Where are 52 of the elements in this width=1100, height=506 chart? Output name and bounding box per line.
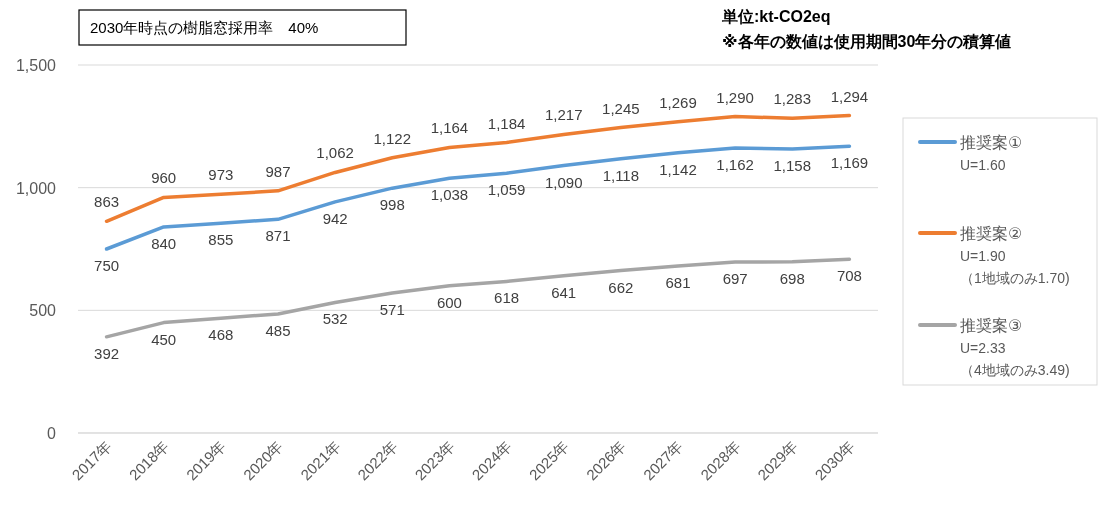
data-label: 485 (265, 322, 291, 340)
y-tick-label: 0 (47, 425, 57, 442)
data-label: 987 (265, 162, 291, 180)
text: 単位:kt-CO2eq (721, 8, 831, 25)
legend-label: 推奨案① U=1.60 (960, 134, 1023, 173)
data-label: 998 (379, 196, 405, 214)
data-label: 750 (94, 257, 120, 274)
data-label: 1,169 (830, 154, 869, 172)
data-label: 960 (151, 169, 177, 187)
data-label: 468 (208, 326, 234, 344)
data-label: 698 (779, 269, 805, 287)
data-label: 1,217 (544, 106, 583, 124)
data-label: 697 (722, 270, 748, 287)
data-label: 1,283 (773, 90, 812, 108)
data-label: 681 (665, 273, 691, 291)
data-label: 863 (94, 193, 120, 211)
y-tick-label: 500 (29, 302, 57, 320)
data-label: 600 (436, 293, 462, 311)
legend-label: 推奨案② U=1.90 （1地域のみ1.70) (960, 225, 1070, 286)
y-tick-label: 1,500 (15, 57, 57, 74)
data-label: 1,158 (773, 156, 812, 174)
data-label: 450 (151, 330, 177, 348)
data-label: 1,122 (373, 129, 412, 147)
data-label: 571 (379, 300, 405, 318)
legend-label: 推奨案③ U=2.33 （4地域のみ3.49) (960, 317, 1070, 378)
data-label: 392 (94, 344, 120, 362)
chart-title: 2030年時点の樹脂窓採用率 40% (90, 19, 319, 36)
data-label: 1,164 (430, 119, 469, 137)
text: ※各年の数値は使用期間30年分の積算値 (722, 33, 1012, 50)
data-label: 532 (322, 310, 348, 328)
y-tick-label: 1,000 (15, 179, 57, 197)
data-label: 871 (265, 227, 291, 245)
data-label: 1,269 (659, 93, 697, 111)
data-label: 1,184 (487, 114, 526, 132)
data-label: 1,245 (602, 99, 640, 117)
data-label: 1,062 (316, 144, 354, 162)
data-label: 1,090 (544, 173, 583, 191)
data-label: 855 (208, 231, 234, 249)
data-label: 942 (322, 209, 348, 227)
data-label: 662 (608, 278, 634, 296)
data-label: 641 (551, 283, 577, 301)
data-label: 973 (208, 166, 234, 184)
data-label: 618 (494, 289, 520, 307)
data-label: 1,118 (602, 166, 640, 184)
data-label: 1,162 (716, 155, 754, 173)
data-label: 1,038 (430, 186, 469, 204)
data-label: 1,142 (659, 160, 697, 178)
data-label: 1,290 (716, 88, 754, 106)
data-label: 708 (836, 267, 862, 285)
data-label: 1,294 (830, 87, 869, 105)
data-label: 840 (151, 234, 177, 252)
data-label: 1,059 (487, 181, 526, 199)
